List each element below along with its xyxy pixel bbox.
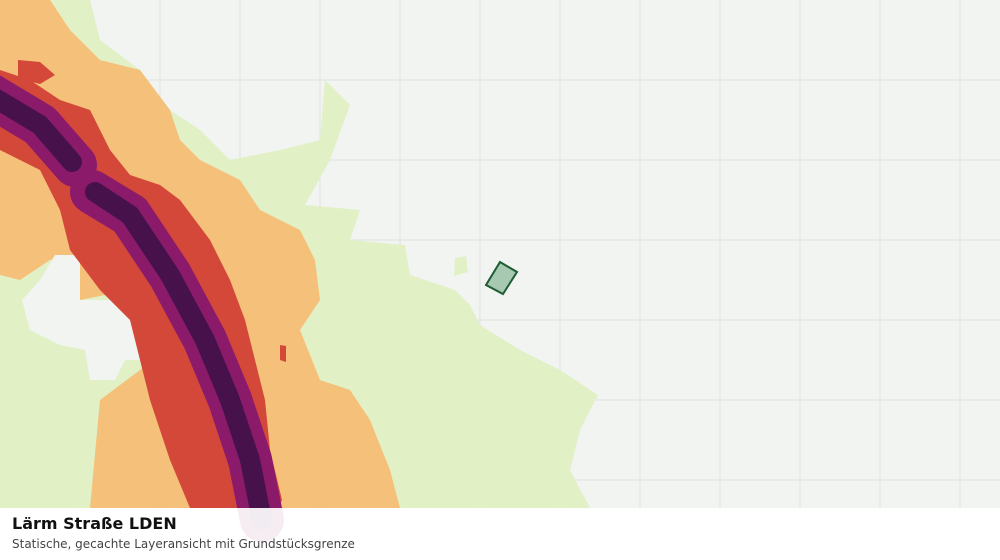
noise-zone-extreme — [0, 89, 82, 172]
layer-subtitle: Statische, gecachte Layeransicht mit Gru… — [12, 537, 355, 551]
noise-zone-low-patch — [454, 256, 468, 276]
parcel-boundary[interactable] — [484, 260, 519, 296]
layer-title: Lärm Straße LDEN — [12, 514, 177, 533]
quiet-patch — [22, 255, 160, 380]
legend-footer: Lärm Straße LDEN Statische, gecachte Lay… — [0, 508, 1000, 560]
road-corridor — [0, 75, 284, 542]
noise-zone-extreme — [85, 182, 272, 530]
